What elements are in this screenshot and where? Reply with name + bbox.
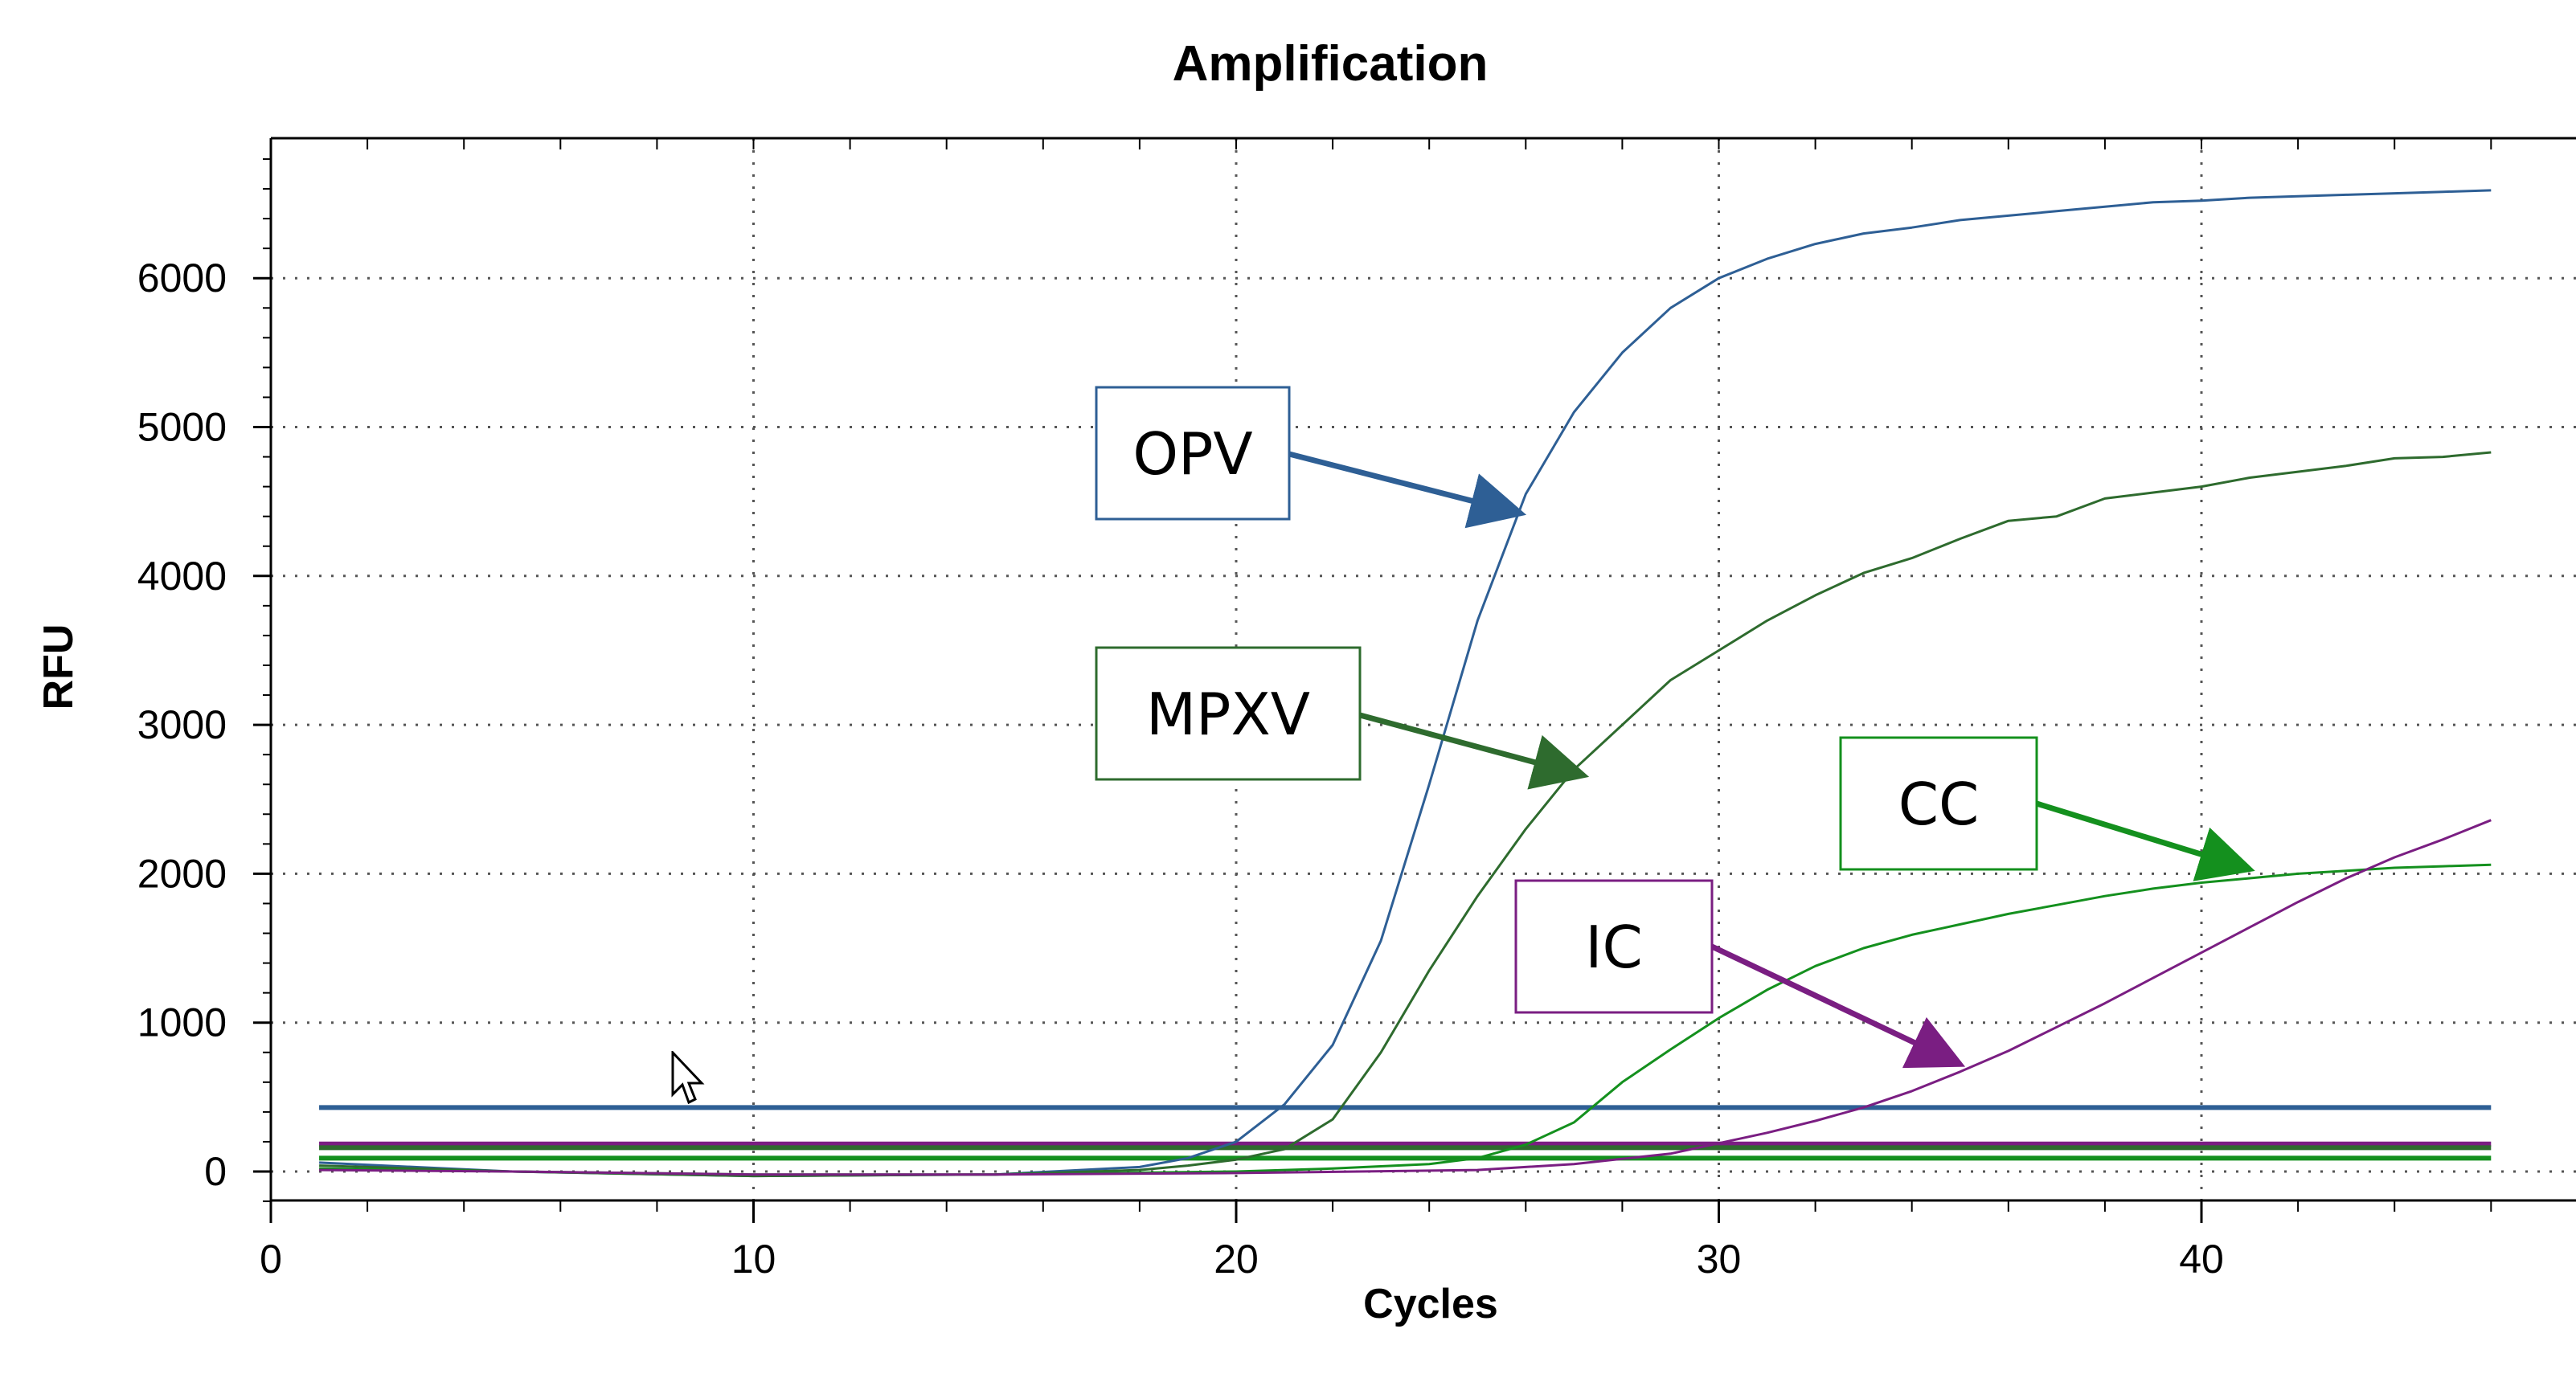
mouse-cursor-icon (671, 1051, 705, 1105)
x-tick-label: 0 (260, 1237, 282, 1282)
callout-label-ic: IC (1585, 914, 1643, 981)
y-axis-title: RFU (35, 624, 82, 710)
x-tick-label: 10 (731, 1237, 776, 1282)
y-tick-label: 2000 (137, 851, 227, 896)
callout-arrow-opv (1288, 451, 1527, 529)
x-tick-label: 20 (1214, 1237, 1259, 1282)
callout-label-mpxv: MPXV (1146, 681, 1310, 748)
callout-box-opv (1095, 386, 1291, 521)
x-tick-label: 30 (1697, 1237, 1742, 1282)
series-line-cc (319, 863, 2492, 1176)
y-tick-label: 0 (204, 1149, 227, 1194)
callout-label-opv: OPV (1132, 420, 1252, 488)
y-tick-label: 3000 (137, 702, 227, 747)
series-line-mpxv (319, 451, 2492, 1178)
threshold-lines (319, 1105, 2492, 1161)
callout-box-ic (1514, 879, 1714, 1014)
series-lines (319, 189, 2492, 1178)
callout-arrow-ic (1710, 943, 1966, 1069)
x-axis-title: Cycles (1363, 1281, 1498, 1327)
x-tick-label: 40 (2179, 1237, 2224, 1282)
callout-mpxv: MPXV (1095, 646, 1590, 790)
chart-title: Amplification (1173, 36, 1489, 92)
callout-arrow-mpxv (1359, 712, 1590, 790)
y-tick-label: 1000 (137, 1000, 227, 1045)
callout-cc: CC (1839, 736, 2255, 881)
y-tick-label: 6000 (137, 256, 227, 301)
grid-lines (271, 138, 2576, 1200)
axes: 0 1000 2000 3000 4000 5000 6000 0 10 20 30 40 (137, 137, 2576, 1282)
series-line-opv (319, 189, 2492, 1178)
y-tick-label: 5000 (137, 405, 227, 450)
callout-opv: OPV (1095, 386, 1527, 529)
callout-box-cc (1839, 736, 2038, 871)
callout-label-cc: CC (1898, 771, 1980, 838)
callout-ic: IC (1514, 879, 1966, 1069)
callouts: OPV MPXV CC IC (1095, 386, 2255, 1069)
series-line-ic (319, 819, 2492, 1176)
callout-box-mpxv (1095, 646, 1362, 781)
callout-arrow-cc (2035, 800, 2255, 881)
y-tick-label: 4000 (137, 554, 227, 599)
